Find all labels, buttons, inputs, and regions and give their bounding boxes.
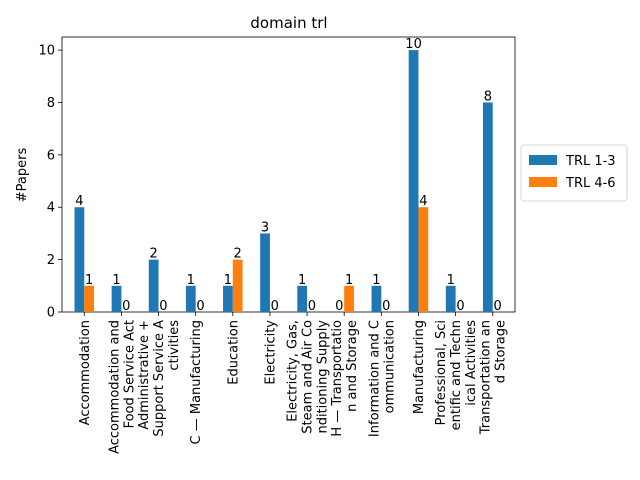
legend: TRL 1-3 TRL 4-6 bbox=[520, 144, 628, 202]
x-tick-label-line: Professional, Sci bbox=[434, 320, 449, 425]
x-tick-label-line: entific and Techn bbox=[449, 320, 464, 430]
bar-value-label: 1 bbox=[187, 273, 195, 288]
x-tick-label: Accommodation bbox=[78, 320, 93, 425]
bar-value-label: 0 bbox=[159, 299, 167, 314]
x-tick-label-line: Electricity, Gas, bbox=[286, 320, 301, 422]
x-tick-label-line: d Storage bbox=[494, 320, 509, 383]
y-tick-label: 4 bbox=[47, 201, 55, 216]
bar-value-label: 1 bbox=[85, 273, 93, 288]
bar bbox=[344, 285, 354, 312]
bar-value-label: 0 bbox=[335, 299, 343, 314]
x-tick-label: Accommodation andFood Service Act bbox=[107, 320, 137, 454]
bar-value-label: 0 bbox=[271, 299, 279, 314]
x-tick-label: H — Transportation and Storage bbox=[330, 320, 360, 437]
bar-value-label: 2 bbox=[150, 247, 158, 262]
axes-frame bbox=[61, 36, 516, 313]
bar-value-label: 0 bbox=[308, 299, 316, 314]
bar bbox=[482, 102, 493, 312]
legend-swatch bbox=[529, 177, 557, 187]
x-tick-label-line: Information and C bbox=[367, 320, 382, 437]
x-tick-label-line: Education bbox=[226, 320, 241, 385]
x-tick-label: Electricity bbox=[263, 320, 278, 385]
bar bbox=[297, 285, 308, 312]
x-tick-label-line: Steam and Air Co bbox=[301, 320, 316, 434]
x-tick-label-line: ommunication bbox=[382, 320, 397, 413]
y-tick-label: 2 bbox=[47, 253, 55, 268]
legend-label: TRL 1-3 bbox=[565, 154, 616, 169]
x-tick-label: C — Manufacturing bbox=[189, 320, 204, 444]
bar bbox=[232, 259, 243, 312]
bar-value-label: 1 bbox=[224, 273, 232, 288]
x-tick-label-line: Accommodation and bbox=[107, 320, 122, 454]
bar-value-label: 4 bbox=[419, 194, 427, 209]
x-tick-label: Information and Communication bbox=[367, 320, 397, 437]
y-tick-label: 6 bbox=[47, 148, 55, 163]
bar bbox=[148, 259, 159, 312]
x-tick-label: Professional, Scientific and Technical A… bbox=[434, 320, 479, 431]
bar-value-label: 0 bbox=[382, 299, 390, 314]
bar bbox=[260, 233, 270, 312]
x-tick-label-line: Electricity bbox=[263, 320, 278, 385]
x-tick-label: Transportation and Storage bbox=[479, 320, 509, 435]
bar-value-label: 4 bbox=[75, 194, 83, 209]
y-tick-label: 8 bbox=[47, 96, 55, 111]
y-tick-label: 10 bbox=[38, 44, 55, 59]
x-tick-label: Manufacturing bbox=[412, 320, 427, 414]
x-tick-label-line: Food Service Act bbox=[122, 320, 137, 428]
bar bbox=[74, 207, 85, 312]
bar-value-label: 1 bbox=[298, 273, 306, 288]
chart-title: domain trl bbox=[250, 14, 327, 32]
bar-value-label: 1 bbox=[112, 273, 120, 288]
bar-value-label: 0 bbox=[493, 299, 501, 314]
x-tick-label-line: nditioning Supply bbox=[316, 320, 331, 434]
bar bbox=[418, 207, 429, 312]
x-tick-label: Education bbox=[226, 320, 241, 385]
bar-value-label: 3 bbox=[261, 220, 269, 235]
bar bbox=[408, 50, 419, 312]
bar-value-label: 1 bbox=[447, 273, 455, 288]
bar-value-label: 2 bbox=[234, 247, 242, 262]
x-tick-label-line: ical Activities bbox=[464, 320, 479, 406]
y-tick-label: 0 bbox=[47, 306, 55, 321]
bar bbox=[223, 285, 233, 312]
bar bbox=[445, 285, 456, 312]
x-tick-label-line: Accommodation bbox=[78, 320, 93, 425]
bar-value-label: 1 bbox=[345, 273, 353, 288]
x-tick-label-line: n and Storage bbox=[345, 320, 360, 412]
bar bbox=[185, 285, 196, 312]
x-tick-label-line: C — Manufacturing bbox=[189, 320, 204, 444]
bar bbox=[111, 285, 122, 312]
bar-value-label: 0 bbox=[456, 299, 464, 314]
bar-value-label: 0 bbox=[196, 299, 204, 314]
y-axis-label: #Papers bbox=[15, 148, 30, 203]
bar-value-label: 0 bbox=[122, 299, 130, 314]
x-tick-label: Electricity, Gas,Steam and Air Condition… bbox=[286, 320, 331, 434]
x-tick-label-line: Administrative + bbox=[137, 320, 152, 430]
x-tick-label: Administrative +Support Service Activiti… bbox=[137, 320, 182, 437]
x-tick-label-line: Manufacturing bbox=[412, 320, 427, 414]
x-tick-label-line: Support Service A bbox=[152, 320, 167, 437]
bar-value-label: 8 bbox=[484, 89, 492, 104]
bar-value-label: 1 bbox=[372, 273, 380, 288]
legend-swatch bbox=[529, 155, 557, 165]
bar-value-label: 10 bbox=[405, 37, 422, 52]
bar bbox=[84, 285, 95, 312]
bar bbox=[371, 285, 382, 312]
x-tick-label-line: H — Transportatio bbox=[330, 320, 345, 437]
x-tick-label-line: Transportation an bbox=[479, 320, 494, 435]
legend-label: TRL 4-6 bbox=[565, 176, 616, 191]
x-tick-label-line: ctivities bbox=[167, 320, 182, 371]
